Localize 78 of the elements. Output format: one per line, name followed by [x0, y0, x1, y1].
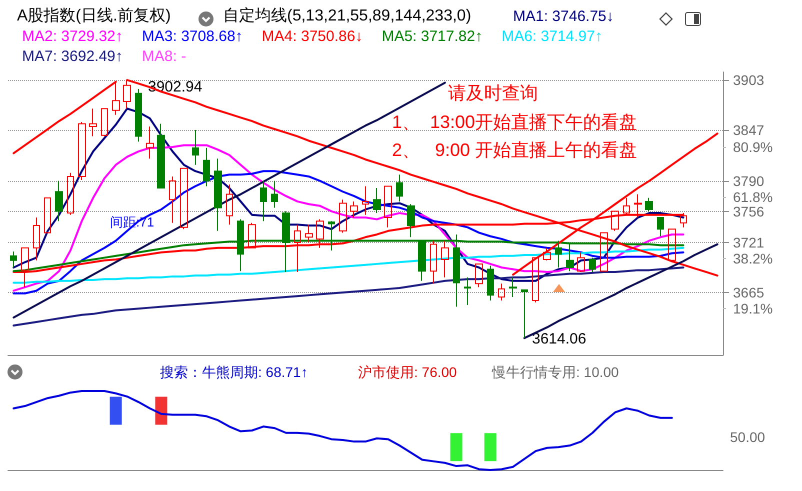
candlestick — [407, 204, 415, 238]
text: MA7: 3692.49↑ — [22, 48, 123, 65]
text: MA3: 3708.68↑ — [142, 28, 243, 45]
line-series — [12, 266, 684, 327]
line-series — [12, 108, 684, 282]
candlestick — [350, 200, 358, 218]
candlestick — [475, 263, 483, 288]
y2-tick-label: 80.9% — [733, 138, 773, 155]
text: MA1: 3746.75↓ — [513, 8, 614, 25]
candlestick — [157, 123, 165, 189]
candlestick — [10, 250, 17, 268]
candlestick — [396, 174, 403, 202]
candlestick — [339, 199, 347, 234]
candlestick — [487, 265, 494, 302]
y-tick-label: 3847 — [733, 122, 764, 138]
candlestick — [214, 158, 222, 232]
candlestick — [600, 232, 608, 272]
candlestick — [135, 88, 142, 142]
candlestick — [362, 186, 369, 216]
y2-tick-label: 19.1% — [733, 300, 773, 316]
candlestick — [521, 289, 528, 338]
text: 慢牛行情专用: 10.00 — [491, 364, 620, 380]
candlestick — [203, 147, 210, 187]
text: MA2: 3729.32↑ — [22, 28, 123, 45]
candlestick — [169, 176, 176, 224]
candlestick — [577, 252, 585, 272]
annotation: 3614.06 — [532, 330, 586, 348]
candlestick — [55, 180, 63, 222]
annotation: 2、 9:00 开始直播上午的看盘 — [392, 140, 638, 160]
line-series — [12, 170, 684, 294]
text: 50.00 — [730, 429, 766, 445]
annotation: 3902.94 — [148, 78, 202, 96]
annotation: 1、 13:00开始直播下午的看盘 — [392, 112, 638, 132]
candlestick — [498, 283, 505, 302]
y-tick-label: 3721 — [733, 234, 764, 251]
text: 搜索：牛熊周期: 68.71↑ — [160, 364, 308, 380]
legend-label: MA8: - — [142, 48, 186, 65]
candlestick — [192, 130, 199, 166]
y-tick-label: 3665 — [733, 284, 764, 301]
candlestick — [441, 240, 449, 278]
candlestick — [271, 180, 278, 208]
chart-subtitle: 自定均线(5,13,21,55,89,144,233,0) — [223, 6, 472, 24]
candlestick — [430, 240, 437, 284]
candlestick — [589, 257, 596, 272]
candlestick — [146, 126, 154, 160]
candlestick — [305, 224, 313, 244]
candlestick — [668, 228, 676, 263]
candlestick — [33, 217, 40, 261]
text: MA4: 3750.86↓ — [262, 28, 363, 45]
candlestick — [78, 121, 86, 181]
candlestick — [384, 186, 392, 228]
candlestick — [89, 108, 97, 137]
candlestick — [101, 108, 108, 137]
chart-title: A股指数(日线.前复权) — [17, 6, 171, 24]
candlestick — [645, 197, 653, 212]
y-tick-label: 3790 — [733, 172, 764, 189]
candlestick — [543, 247, 551, 261]
y-tick-label: 3903 — [733, 72, 764, 88]
candlestick — [44, 197, 51, 234]
candlestick — [226, 184, 233, 226]
y2-tick-label: 61.8% — [733, 188, 773, 205]
candlestick — [373, 188, 381, 214]
y-tick-label: 3756 — [733, 203, 764, 220]
candlestick — [316, 218, 324, 248]
candlestick — [464, 276, 471, 306]
text: MA5: 3717.82↑ — [382, 28, 483, 45]
annotation: 请及时查询 — [448, 83, 538, 103]
line-series — [12, 80, 117, 154]
candlestick — [248, 222, 256, 248]
text: MA6: 3714.97↑ — [502, 28, 602, 45]
candlestick — [509, 276, 517, 298]
candlestick — [180, 168, 188, 230]
text: 沪市使用: 76.00 — [358, 364, 458, 380]
line-series — [12, 246, 684, 284]
candlestick — [657, 217, 664, 237]
candlestick — [260, 180, 267, 222]
y2-tick-label: 38.2% — [733, 250, 773, 266]
candlestick — [67, 172, 74, 216]
